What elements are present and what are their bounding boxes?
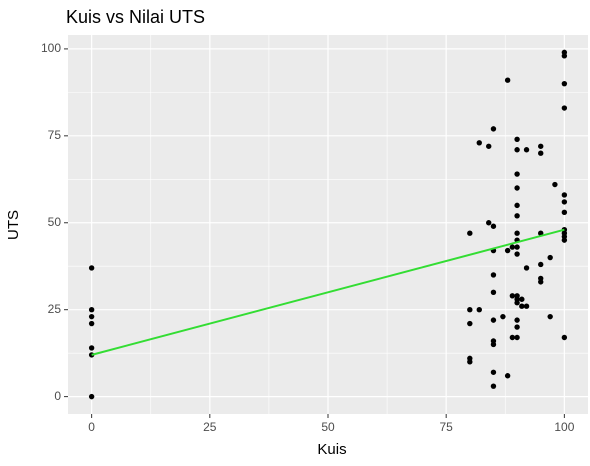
point [88,320,95,327]
point [561,237,568,243]
point [514,171,520,177]
point [523,147,530,153]
point [490,289,497,296]
point [561,334,568,341]
point [538,143,544,149]
point [514,202,520,209]
point [490,126,497,132]
point [514,185,520,191]
point [490,383,497,389]
point [538,261,544,268]
point [523,303,530,309]
point [88,313,95,320]
point [490,341,497,348]
point [467,320,473,327]
point [509,334,516,341]
point [88,265,95,271]
point [486,220,492,226]
point [514,300,520,306]
point [88,306,95,313]
point [504,373,511,379]
point [561,105,568,111]
point [519,303,525,309]
x-tick-label: 25 [203,420,217,434]
point [514,251,520,257]
point [523,265,530,271]
x-tick-label: 50 [321,420,335,434]
point [490,317,497,323]
point [490,223,497,229]
point [88,345,95,351]
point [509,244,516,250]
point [561,199,568,205]
x-tick-label: 100 [554,420,574,434]
point [561,192,568,198]
x-tick-label: 75 [440,420,454,434]
point [504,247,511,254]
point [514,147,520,153]
point [514,317,520,323]
trend-line [91,228,565,356]
point [514,213,520,219]
y-tick-label: 25 [48,302,62,316]
point [561,80,568,87]
point [547,313,553,320]
point [504,77,511,83]
y-axis-label: UTS [5,210,22,240]
point [519,296,525,302]
point [514,324,520,330]
point [514,230,520,236]
point [467,359,473,365]
x-axis-label: Kuis [317,441,346,458]
point [514,244,520,250]
point [467,306,473,313]
point [538,230,544,236]
y-tick-label: 50 [48,215,62,229]
y-tick-label: 100 [41,41,61,55]
point [514,136,520,143]
point [500,313,506,320]
point [538,279,544,285]
chart-title: Kuis vs Nilai UTS [66,7,205,27]
point [547,254,553,261]
point [476,306,482,313]
point [486,143,492,149]
point [552,181,558,188]
y-tick-label: 75 [48,128,62,142]
point [509,293,516,299]
point [561,53,568,59]
point [476,140,482,146]
point [538,150,544,156]
y-tick-label: 0 [54,389,61,403]
point [561,209,568,216]
point [490,369,497,375]
x-tick-label: 0 [88,420,95,434]
point [467,230,473,236]
point [88,393,95,400]
point [514,334,520,341]
point [490,272,497,278]
